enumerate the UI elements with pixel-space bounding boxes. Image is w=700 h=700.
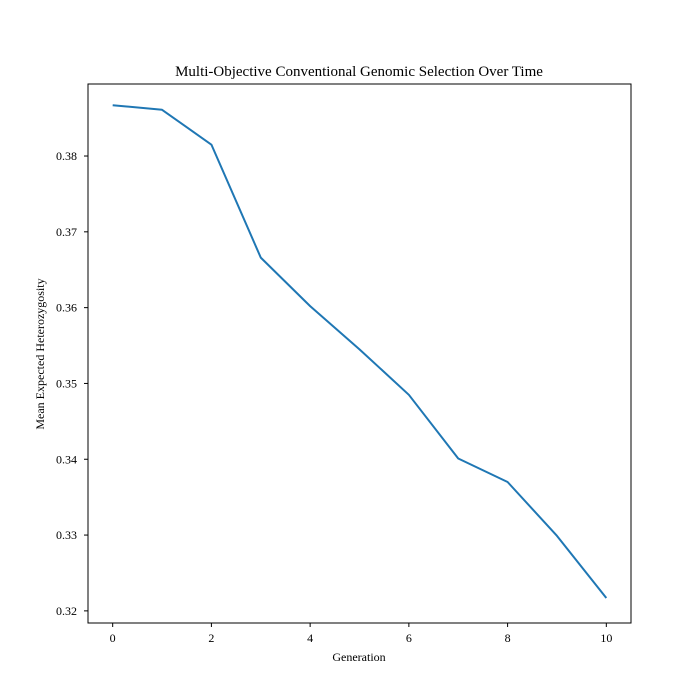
x-tick-label: 8 [505,631,511,645]
x-axis: 0 2 4 6 8 10 [110,623,612,645]
x-tick-label: 10 [600,631,612,645]
plot-area [87,83,632,624]
y-tick-label: 0.37 [56,225,77,239]
x-tick-label: 4 [307,631,313,645]
y-tick-label: 0.33 [56,528,77,542]
chart-title: Multi-Objective Conventional Genomic Sel… [175,64,543,80]
x-tick-label: 6 [406,631,412,645]
plot-frame [87,83,632,624]
x-axis-label: Generation [332,650,385,664]
series-line [112,104,608,599]
y-axis-label: Mean Expected Heterozygosity [33,278,47,429]
y-axis: 0.32 0.33 0.34 0.35 0.36 0.37 0.38 [56,149,88,618]
y-tick-label: 0.38 [56,149,77,163]
x-tick-label: 2 [208,631,214,645]
series-layer [112,104,608,599]
x-tick-label: 0 [110,631,116,645]
y-tick-label: 0.34 [56,452,77,466]
y-tick-label: 0.32 [56,604,77,618]
y-tick-label: 0.35 [56,376,77,390]
y-tick-label: 0.36 [56,301,77,315]
